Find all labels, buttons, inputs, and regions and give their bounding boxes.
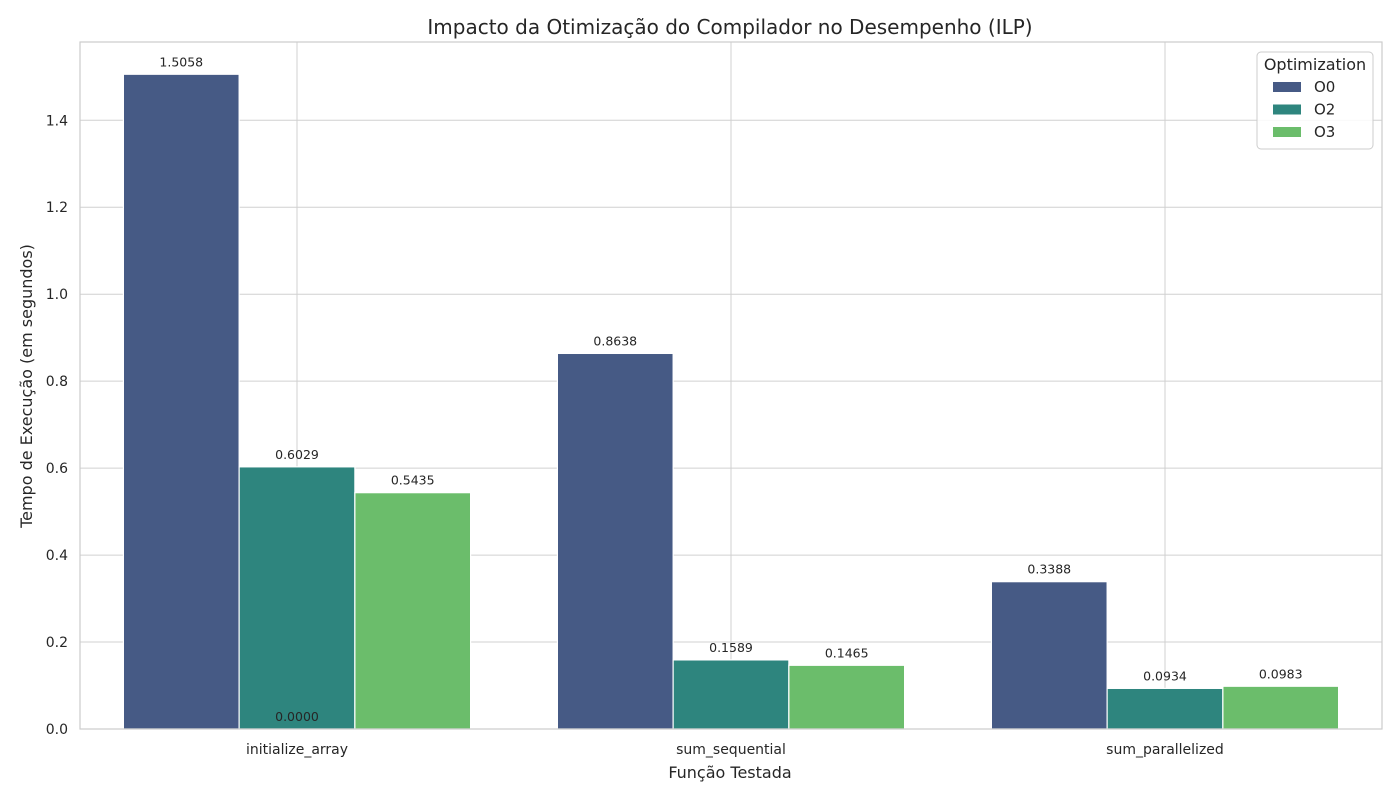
bar-O2 [238, 466, 356, 730]
bar-value-label: 0.0934 [1143, 668, 1187, 683]
bar-O3 [354, 492, 472, 730]
bar-O0 [122, 73, 240, 730]
bar-O0 [990, 581, 1108, 730]
y-tick-label: 0.0 [46, 722, 68, 738]
legend-label-O2: O2 [1314, 101, 1335, 119]
y-tick-label: 0.4 [46, 548, 68, 564]
legend: Optimization O0 O2 O3 [1256, 51, 1374, 150]
x-tick-label: initialize_array [246, 742, 348, 758]
bar-value-label: 0.8638 [593, 333, 637, 348]
x-tick-label: sum_parallelized [1106, 742, 1224, 758]
y-axis-ticks: 0.0 0.2 0.4 0.6 0.8 1.0 1.2 1.4 [46, 113, 68, 738]
y-tick-label: 1.2 [46, 200, 68, 216]
bar-O2 [672, 659, 790, 730]
plot-frame [79, 41, 1383, 730]
bar-value-label: 0.0983 [1259, 666, 1303, 681]
legend-swatch-O0 [1273, 82, 1301, 92]
y-tick-label: 1.4 [46, 113, 68, 129]
legend-label-O3: O3 [1314, 123, 1335, 141]
y-tick-label: 0.2 [46, 635, 68, 651]
bar-O3 [1222, 685, 1340, 730]
legend-title: Optimization [1264, 55, 1366, 74]
y-tick-label: 1.0 [46, 287, 68, 303]
annotation-label: 0.0000 [275, 709, 319, 724]
y-tick-label: 0.8 [46, 374, 68, 390]
legend-label-O0: O0 [1314, 78, 1335, 96]
bar-O2 [1106, 687, 1224, 730]
legend-swatch-O2 [1273, 104, 1301, 115]
chart-title: Impacto da Otimização do Compilador no D… [427, 15, 1032, 39]
bar-value-label: 0.1465 [825, 645, 869, 660]
bar-value-label: 0.3388 [1027, 562, 1071, 577]
bar-labels: 1.5058 0.6029 0.5435 0.8638 0.1589 0.1465 0.33… [159, 54, 1302, 683]
annotations: 0.0000 [275, 709, 319, 724]
bar-value-label: 0.6029 [275, 447, 319, 462]
bar-value-label: 1.5058 [159, 54, 203, 69]
legend-box [1256, 51, 1374, 150]
bars [122, 73, 1340, 730]
y-tick-label: 0.6 [46, 461, 68, 477]
legend-swatch-O3 [1273, 127, 1301, 137]
x-axis-ticks: initialize_array sum_sequential sum_parall… [246, 742, 1224, 758]
bar-O3 [788, 664, 906, 730]
x-tick-label: sum_sequential [676, 742, 786, 758]
y-axis-label: Tempo de Execução (em segundos) [17, 244, 36, 529]
bar-value-label: 0.5435 [391, 473, 435, 488]
bar-value-label: 0.1589 [709, 640, 753, 655]
bar-O0 [556, 352, 674, 730]
x-axis-label: Função Testada [668, 763, 791, 782]
